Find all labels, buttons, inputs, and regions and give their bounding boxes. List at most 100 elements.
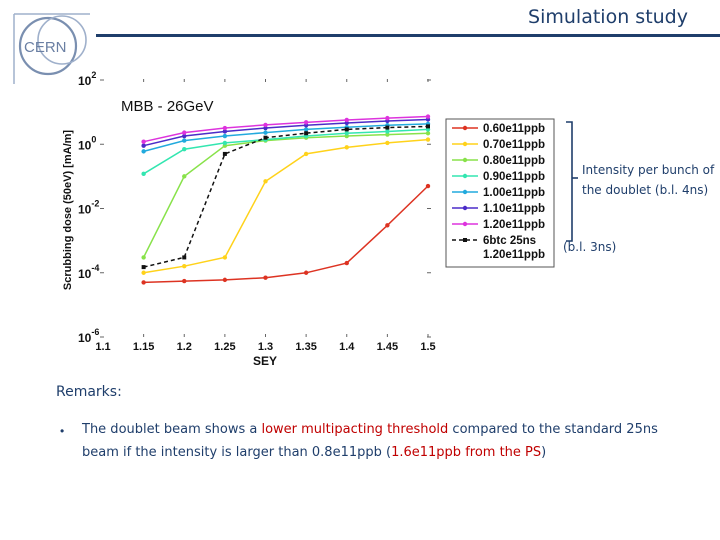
x-tick-label: 1.3 (258, 341, 273, 353)
data-point (303, 270, 309, 275)
legend-label: 1.00e11ppb (483, 187, 545, 199)
data-point (182, 130, 187, 135)
highlight-ps-intensity: 1.6e11ppb from the PS (391, 445, 542, 460)
legend-marker (462, 221, 468, 227)
data-point (385, 125, 390, 130)
series-line (141, 124, 430, 270)
x-tick-label: 1.25 (214, 341, 235, 353)
remarks-heading: Remarks: (56, 384, 122, 400)
data-point (222, 277, 228, 283)
data-point (344, 131, 349, 136)
data-point (263, 135, 268, 140)
legend-label: 0.60e11ppb (483, 123, 545, 135)
x-tick-label: 1.35 (295, 341, 316, 353)
data-point (385, 132, 390, 137)
y-axis-label: Scrubbing dose (50eV) [mA/m] (62, 130, 74, 290)
data-point (425, 183, 431, 189)
data-point (182, 255, 187, 260)
data-point (303, 120, 309, 125)
data-point (182, 138, 187, 143)
legend-label: 0.90e11ppb (483, 171, 545, 183)
legend-label: 6btc 25ns 1.20e11ppb (483, 235, 545, 261)
legend-label: 1.20e11ppb (483, 219, 545, 231)
data-point (426, 124, 430, 129)
legend-marker (462, 141, 468, 147)
series-line (141, 137, 431, 275)
y-tick-label: 10-4 (78, 263, 99, 281)
y-tick-label: 10-2 (78, 199, 99, 217)
chart-title: MBB - 26GeV (121, 98, 214, 115)
data-point (304, 131, 309, 136)
data-point (344, 145, 349, 150)
data-point (222, 255, 228, 260)
y-tick-label: 100 (78, 134, 96, 152)
data-point (141, 255, 146, 260)
data-point (141, 143, 146, 148)
data-point (344, 117, 349, 123)
slide-title: Simulation study (528, 6, 688, 28)
data-point (141, 149, 146, 154)
data-point (263, 179, 268, 184)
data-point (263, 122, 268, 128)
data-point (303, 127, 309, 132)
data-point (182, 147, 187, 152)
data-point (425, 131, 431, 136)
legend: 0.60e11ppb 0.70e11ppb 0.80e11ppb 0.90e11ppb… (445, 118, 555, 268)
data-point (385, 115, 390, 121)
legend-label: 0.70e11ppb (483, 139, 545, 151)
data-point (385, 129, 390, 134)
data-point (222, 140, 228, 146)
title-divider (96, 34, 720, 37)
highlight-threshold: lower multipacting threshold (261, 422, 449, 437)
data-point (182, 278, 187, 284)
data-point (303, 151, 309, 157)
data-point (263, 275, 268, 280)
cern-logo: CERN (13, 13, 90, 84)
remark-paragraph: The doublet beam shows a lower multipact… (82, 422, 658, 460)
data-point (141, 265, 146, 270)
data-point (182, 263, 187, 269)
data-point (344, 127, 349, 132)
data-point (182, 133, 187, 139)
legend-marker (462, 125, 468, 131)
data-point (222, 129, 228, 134)
legend-marker (462, 173, 468, 179)
x-tick-label: 1.1 (95, 341, 110, 353)
legend-marker (462, 189, 468, 195)
data-point (141, 270, 146, 275)
legend-label: 1.10e11ppb (483, 203, 545, 215)
legend-marker (462, 157, 468, 163)
series-line (141, 183, 431, 285)
x-tick-label: 1.2 (177, 341, 192, 353)
x-axis-label: SEY (253, 354, 277, 368)
data-point (141, 171, 146, 177)
data-point (141, 139, 146, 144)
data-point (182, 174, 187, 179)
data-point (222, 125, 228, 131)
data-point (344, 260, 349, 266)
legend-bracket (566, 121, 573, 242)
series-line (141, 114, 431, 144)
intensity-note: Intensity per bunch of the doublet (b.l.… (582, 163, 715, 197)
data-point (141, 280, 146, 285)
data-point (222, 133, 228, 139)
data-point (263, 130, 268, 135)
x-tick-label: 1.5 (420, 341, 435, 353)
x-tick-label: 1.45 (377, 341, 398, 353)
x-tick-label: 1.4 (339, 341, 355, 353)
legend-marker (462, 205, 468, 211)
data-point (425, 114, 431, 119)
data-point (263, 125, 268, 131)
data-point (425, 137, 431, 142)
data-point (385, 140, 390, 146)
y-tick-label: 102 (78, 70, 96, 88)
bullet-marker: • (60, 424, 65, 438)
data-point (385, 223, 390, 228)
svg-text:CERN: CERN (24, 39, 67, 56)
x-tick-label: 1.15 (133, 341, 154, 353)
bunch-length-note: (b.l. 3ns) (563, 240, 617, 254)
legend-marker (463, 238, 467, 242)
legend-label: 0.80e11ppb (483, 155, 545, 167)
data-point (222, 151, 227, 156)
